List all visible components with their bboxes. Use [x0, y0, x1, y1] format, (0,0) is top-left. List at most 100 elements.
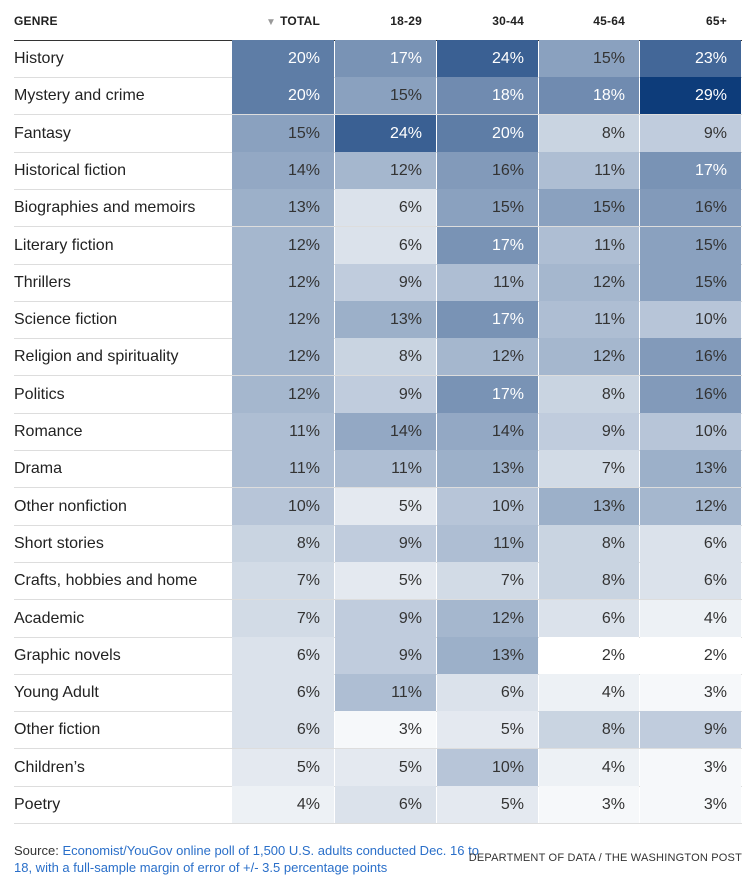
genre-label: Children’s [14, 758, 85, 776]
value-cell: 13% [640, 450, 741, 488]
table-header: GENRE ▼ TOTAL 18-29 30-44 45-64 65+ [14, 0, 742, 41]
value-cell: 12% [437, 338, 538, 376]
value-cell: 3% [640, 748, 741, 786]
genre-label: Politics [14, 385, 65, 403]
value-cell: 11% [539, 301, 639, 339]
value-cell: 15% [539, 40, 639, 77]
value-cell: 17% [437, 301, 538, 339]
genre-label: Drama [14, 460, 63, 478]
value-cell: 15% [232, 114, 334, 152]
genre-label: Literary fiction [14, 236, 114, 254]
value-cell: 10% [232, 487, 334, 525]
value-cell: 7% [232, 562, 334, 600]
value-cell: 3% [335, 711, 436, 749]
value-cell: 5% [232, 748, 334, 786]
value-cell: 16% [640, 189, 741, 227]
table-row: Drama 11% 11% 13% 7% 13% [14, 450, 742, 489]
genre-label: Poetry [14, 796, 61, 813]
genre-label: Young Adult [14, 684, 99, 702]
source-note: Source: Economist/YouGov online poll of … [14, 842, 494, 876]
value-cell: 11% [335, 450, 436, 488]
column-header-total[interactable]: ▼ TOTAL [266, 14, 320, 28]
value-cell: 5% [437, 786, 538, 823]
value-cell: 12% [232, 338, 334, 376]
value-cell: 8% [539, 114, 639, 152]
table-row: Crafts, hobbies and home 7% 5% 7% 8% 6% [14, 562, 742, 601]
genre-label: Romance [14, 423, 83, 440]
value-cell: 11% [539, 151, 639, 189]
value-cell: 6% [335, 786, 436, 823]
genre-label: Academic [14, 609, 85, 627]
value-cell: 13% [232, 189, 334, 227]
value-cell: 18% [539, 77, 639, 115]
column-header-18-29[interactable]: 18-29 [390, 14, 422, 28]
value-cell: 16% [640, 338, 741, 376]
value-cell: 10% [640, 301, 741, 339]
table-row: Literary fiction 12% 6% 17% 11% 15% [14, 226, 742, 265]
value-cell: 2% [640, 636, 741, 674]
value-cell: 6% [335, 189, 436, 227]
value-cell: 11% [437, 263, 538, 301]
table-row: Academic 7% 9% 12% 6% 4% [14, 599, 742, 638]
value-cell: 24% [335, 114, 436, 152]
value-cell: 3% [640, 674, 741, 712]
table-row: Poetry 4% 6% 5% 3% 3% [14, 786, 742, 824]
table-row: Thrillers 12% 9% 11% 12% 15% [14, 263, 742, 302]
value-cell: 29% [640, 77, 741, 115]
table-row: Fantasy 15% 24% 20% 8% 9% [14, 114, 742, 153]
table-row: Historical fiction 14% 12% 16% 11% 17% [14, 151, 742, 190]
value-cell: 5% [437, 711, 538, 749]
value-cell: 16% [437, 151, 538, 189]
genre-label: Thrillers [14, 273, 71, 291]
value-cell: 9% [335, 636, 436, 674]
genre-label: Fantasy [14, 124, 71, 142]
value-cell: 15% [437, 189, 538, 227]
column-header-30-44[interactable]: 30-44 [492, 14, 524, 28]
genre-label: History [14, 50, 64, 67]
column-header-65-[interactable]: 65+ [706, 14, 727, 28]
value-cell: 13% [539, 487, 639, 525]
value-cell: 4% [539, 674, 639, 712]
value-cell: 11% [232, 413, 334, 450]
value-cell: 9% [335, 263, 436, 301]
table-row: History 20% 17% 24% 15% 23% [14, 40, 742, 78]
value-cell: 13% [437, 450, 538, 488]
table-row: Science fiction 12% 13% 17% 11% 10% [14, 301, 742, 340]
value-cell: 8% [539, 711, 639, 749]
column-header-genre[interactable]: GENRE [14, 14, 58, 28]
value-cell: 12% [232, 226, 334, 264]
value-cell: 17% [437, 226, 538, 264]
value-cell: 3% [640, 786, 741, 823]
value-cell: 9% [335, 524, 436, 562]
value-cell: 23% [640, 40, 741, 77]
value-cell: 7% [232, 599, 334, 637]
genre-label: Science fiction [14, 311, 118, 329]
value-cell: 4% [232, 786, 334, 823]
genre-label: Graphic novels [14, 646, 121, 664]
value-cell: 6% [640, 562, 741, 600]
value-cell: 6% [640, 524, 741, 562]
source-label: Source: [14, 843, 59, 858]
value-cell: 11% [232, 450, 334, 488]
value-cell: 6% [232, 674, 334, 712]
value-cell: 10% [640, 413, 741, 450]
column-header-45-64[interactable]: 45-64 [593, 14, 625, 28]
value-cell: 3% [539, 786, 639, 823]
genre-label: Other nonfiction [14, 497, 127, 515]
value-cell: 12% [232, 375, 334, 413]
value-cell: 8% [232, 524, 334, 562]
value-cell: 12% [437, 599, 538, 637]
value-cell: 8% [539, 375, 639, 413]
table-row: Short stories 8% 9% 11% 8% 6% [14, 524, 742, 563]
value-cell: 7% [437, 562, 538, 600]
value-cell: 4% [640, 599, 741, 637]
value-cell: 12% [232, 301, 334, 339]
sort-arrow-icon[interactable]: ▼ [266, 17, 277, 28]
source-link[interactable]: Economist/YouGov online poll of 1,500 U.… [14, 843, 479, 875]
value-cell: 8% [335, 338, 436, 376]
value-cell: 10% [437, 748, 538, 786]
value-cell: 6% [232, 711, 334, 749]
value-cell: 17% [640, 151, 741, 189]
genre-label: Historical fiction [14, 161, 127, 179]
value-cell: 6% [232, 636, 334, 674]
